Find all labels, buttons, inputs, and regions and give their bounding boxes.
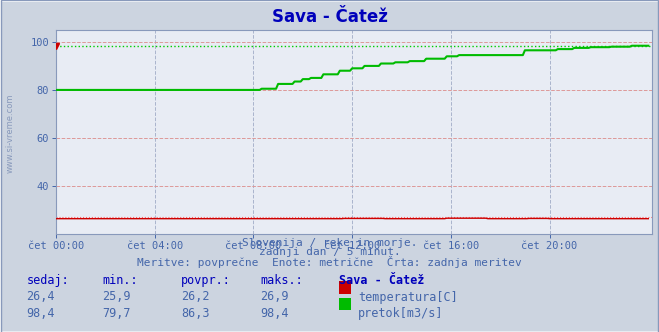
Text: Sava - Čatež: Sava - Čatež — [272, 8, 387, 26]
Text: 79,7: 79,7 — [102, 307, 130, 320]
Text: pretok[m3/s]: pretok[m3/s] — [358, 307, 444, 320]
Text: temperatura[C]: temperatura[C] — [358, 290, 457, 303]
Text: maks.:: maks.: — [260, 274, 303, 287]
Text: zadnji dan / 5 minut.: zadnji dan / 5 minut. — [258, 247, 401, 257]
Text: Slovenija / reke in morje.: Slovenija / reke in morje. — [242, 238, 417, 248]
Text: 26,4: 26,4 — [26, 290, 55, 303]
Text: 25,9: 25,9 — [102, 290, 130, 303]
Text: 26,2: 26,2 — [181, 290, 210, 303]
Text: www.si-vreme.com: www.si-vreme.com — [5, 93, 14, 173]
Text: Sava - Čatež: Sava - Čatež — [339, 274, 425, 287]
Text: min.:: min.: — [102, 274, 138, 287]
Text: 26,9: 26,9 — [260, 290, 289, 303]
Text: 98,4: 98,4 — [260, 307, 289, 320]
Text: 86,3: 86,3 — [181, 307, 210, 320]
Text: Meritve: povprečne  Enote: metrične  Črta: zadnja meritev: Meritve: povprečne Enote: metrične Črta:… — [137, 256, 522, 268]
Text: povpr.:: povpr.: — [181, 274, 231, 287]
Text: 98,4: 98,4 — [26, 307, 55, 320]
Text: sedaj:: sedaj: — [26, 274, 69, 287]
